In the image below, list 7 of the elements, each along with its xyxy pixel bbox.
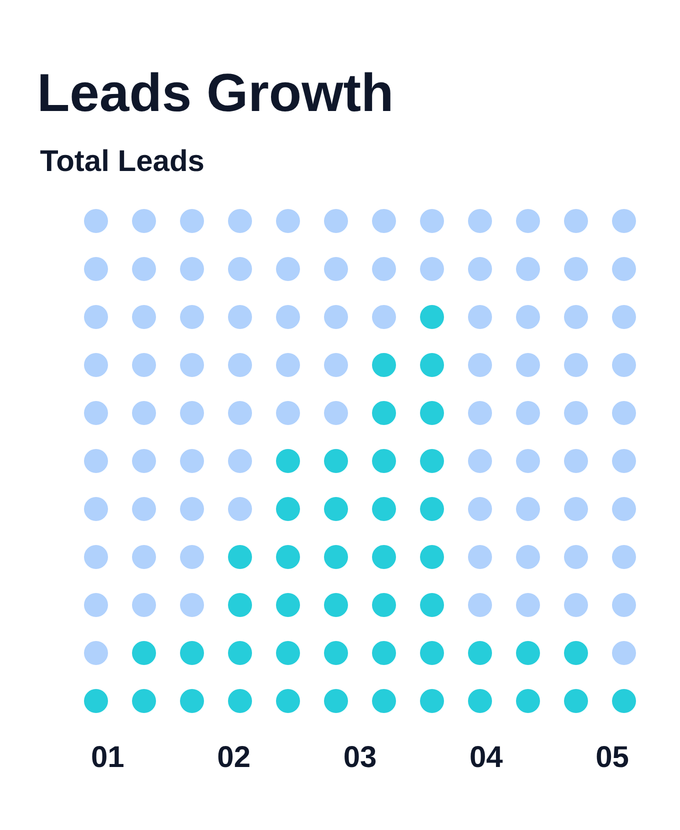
chart-subtitle: Total Leads: [40, 145, 204, 178]
text: 03: [343, 741, 377, 774]
text: 02: [217, 741, 251, 774]
text: 04: [469, 741, 503, 774]
text: 05: [596, 741, 629, 774]
chart-title: Leads Growth: [37, 64, 394, 123]
text: 01: [91, 741, 124, 774]
